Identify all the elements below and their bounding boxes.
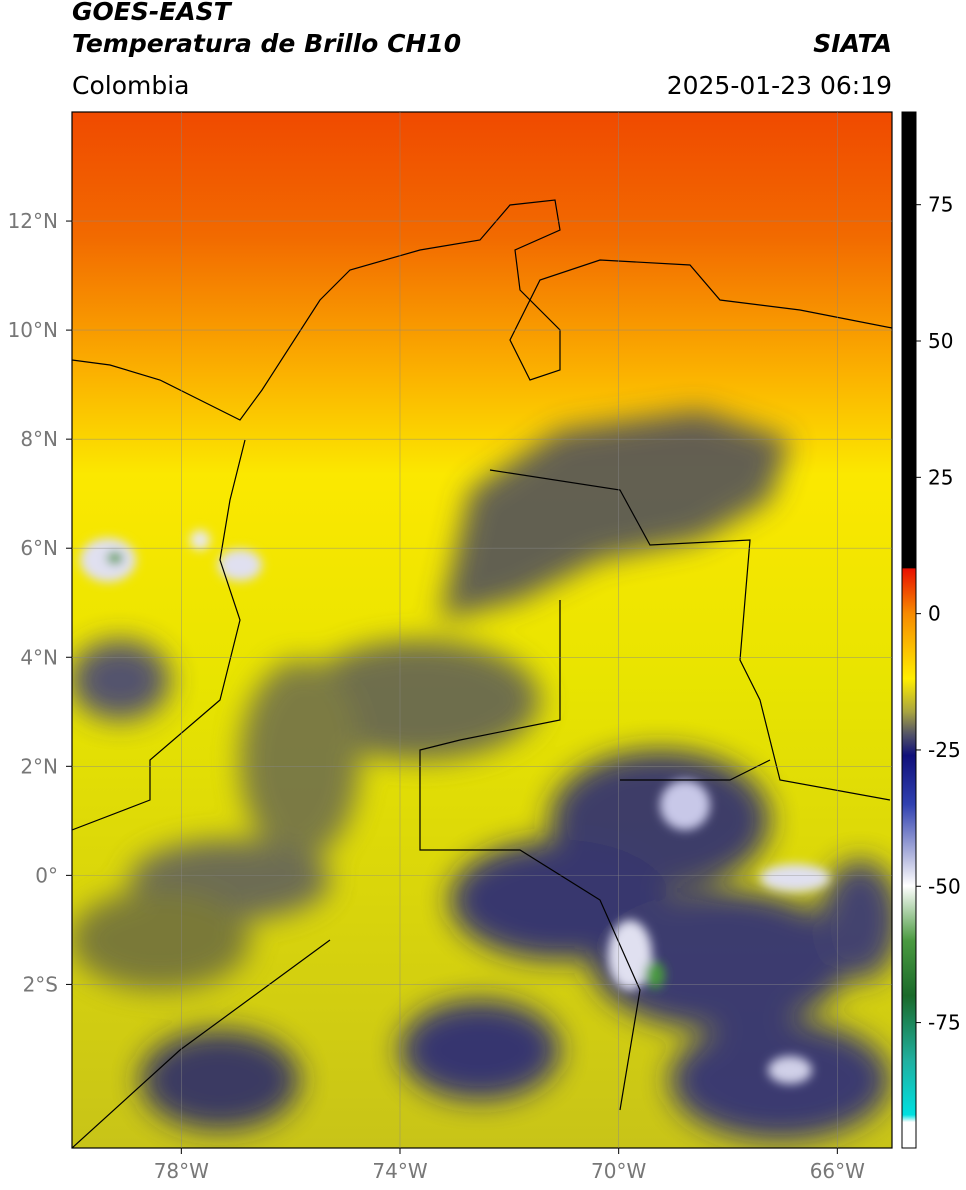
- lat-tick-label: 4°N: [20, 645, 58, 669]
- lat-tick-label: 2°S: [23, 972, 58, 996]
- colorbar-tick-label: -75: [928, 1011, 961, 1035]
- satellite-image: [72, 112, 892, 1148]
- source: SIATA: [813, 29, 892, 58]
- timestamp: 2025-01-23 06:19: [667, 71, 892, 100]
- lon-tick-label: 70°W: [591, 1159, 646, 1183]
- map-frame: [71, 111, 893, 1149]
- colorbar: [901, 111, 917, 1149]
- lat-tick-label: 8°N: [20, 427, 58, 451]
- lat-tick-label: 2°N: [20, 754, 58, 778]
- subtitle: Temperatura de Brillo CH10: [72, 29, 461, 58]
- lat-tick-label: 0°: [35, 863, 58, 887]
- lat-tick-label: 12°N: [8, 209, 58, 233]
- colorbar-tick-label: 50: [928, 329, 953, 353]
- lon-tick-label: 66°W: [810, 1159, 865, 1183]
- colorbar-tick-label: 25: [928, 465, 953, 489]
- region: Colombia: [72, 71, 189, 100]
- lat-tick-label: 6°N: [20, 536, 58, 560]
- colorbar-tick-label: 0: [928, 602, 941, 626]
- lon-tick-label: 74°W: [372, 1159, 427, 1183]
- title: GOES-EAST: [72, 0, 233, 26]
- colorbar-tick-label: -50: [928, 874, 961, 898]
- lon-tick-label: 78°W: [154, 1159, 209, 1183]
- colorbar-tick-label: -25: [928, 738, 961, 762]
- colorbar-tick-label: 75: [928, 193, 953, 217]
- lat-tick-label: 10°N: [8, 318, 58, 342]
